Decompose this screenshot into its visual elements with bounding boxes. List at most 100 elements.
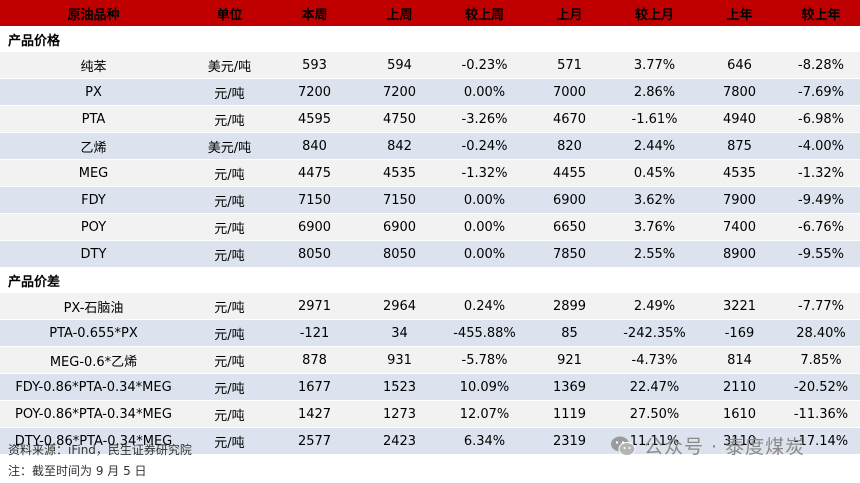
- cell-mom: 3.77%: [612, 51, 697, 79]
- cell-yoy: -11.36%: [782, 400, 860, 428]
- cell-mom: 3.62%: [612, 186, 697, 214]
- cell-name: POY: [0, 213, 187, 241]
- table-row: MEG-0.6*乙烯 元/吨 878 931 -5.78% 921 -4.73% 814 7.8…: [0, 346, 860, 374]
- cell-mom: 2.44%: [612, 132, 697, 160]
- cell-this-week: 4595: [272, 105, 357, 133]
- cell-this-week: 2577: [272, 427, 357, 455]
- cell-wow: 10.09%: [442, 373, 527, 401]
- cell-wow: -0.24%: [442, 132, 527, 160]
- cell-yoy: -8.28%: [782, 51, 860, 79]
- cell-this-week: 8050: [272, 240, 357, 268]
- cell-name: FDY: [0, 186, 187, 214]
- cell-mom: 22.47%: [612, 373, 697, 401]
- cell-this-week: 4475: [272, 159, 357, 187]
- header-last-year: 上年: [697, 0, 782, 27]
- table-row: PX 元/吨 7200 7200 0.00% 7000 2.86% 7800 -7.69%: [0, 78, 860, 106]
- table-row: FDY-0.86*PTA-0.34*MEG 元/吨 1677 1523 10.09% 13…: [0, 373, 860, 401]
- cell-wow: -0.23%: [442, 51, 527, 79]
- cell-last-week: 842: [357, 132, 442, 160]
- cell-last-week: 594: [357, 51, 442, 79]
- cell-wow: 0.24%: [442, 292, 527, 320]
- table-row: 纯苯 美元/吨 593 594 -0.23% 571 3.77% 646 -8.28%: [0, 51, 860, 79]
- cell-unit: 元/吨: [187, 346, 272, 374]
- cell-wow: 0.00%: [442, 240, 527, 268]
- header-last-month: 上月: [527, 0, 612, 27]
- cell-name: MEG: [0, 159, 187, 187]
- cell-last-year: 3221: [697, 292, 782, 320]
- cell-yoy: -6.76%: [782, 213, 860, 241]
- cell-unit: 元/吨: [187, 319, 272, 347]
- cell-unit: 元/吨: [187, 186, 272, 214]
- cell-last-year: 8900: [697, 240, 782, 268]
- header-this-week: 本周: [272, 0, 357, 27]
- cell-yoy: 28.40%: [782, 319, 860, 347]
- cell-wow: -5.78%: [442, 346, 527, 374]
- cell-yoy: 7.85%: [782, 346, 860, 374]
- cell-this-week: -121: [272, 319, 357, 347]
- cell-last-month: 571: [527, 51, 612, 79]
- cell-last-month: 1369: [527, 373, 612, 401]
- cell-last-week: 4535: [357, 159, 442, 187]
- cell-unit: 元/吨: [187, 159, 272, 187]
- cell-unit: 元/吨: [187, 105, 272, 133]
- cell-last-week: 4750: [357, 105, 442, 133]
- cell-this-week: 840: [272, 132, 357, 160]
- cell-unit: 元/吨: [187, 427, 272, 455]
- cell-mom: -4.73%: [612, 346, 697, 374]
- cell-yoy: -9.49%: [782, 186, 860, 214]
- cell-mom: 0.45%: [612, 159, 697, 187]
- cell-this-week: 2971: [272, 292, 357, 320]
- cell-wow: 6.34%: [442, 427, 527, 455]
- header-unit: 单位: [187, 0, 272, 27]
- cell-unit: 美元/吨: [187, 132, 272, 160]
- cell-last-week: 7150: [357, 186, 442, 214]
- cell-mom: -242.35%: [612, 319, 697, 347]
- cell-wow: 0.00%: [442, 213, 527, 241]
- cell-this-week: 7150: [272, 186, 357, 214]
- cell-yoy: -9.55%: [782, 240, 860, 268]
- cell-name: 纯苯: [0, 51, 187, 79]
- cell-unit: 元/吨: [187, 78, 272, 106]
- cell-name: PTA: [0, 105, 187, 133]
- cell-last-year: 646: [697, 51, 782, 79]
- cell-last-week: 2964: [357, 292, 442, 320]
- wechat-icon: [611, 436, 636, 456]
- cell-name: MEG-0.6*乙烯: [0, 346, 187, 374]
- cell-last-week: 6900: [357, 213, 442, 241]
- cell-wow: -1.32%: [442, 159, 527, 187]
- header-yoy: 较上年: [782, 0, 860, 27]
- cell-last-year: 4940: [697, 105, 782, 133]
- cell-last-month: 820: [527, 132, 612, 160]
- cell-last-month: 7000: [527, 78, 612, 106]
- source-note: 资料来源：iFind，民生证券研究院: [8, 443, 192, 457]
- cell-this-week: 1677: [272, 373, 357, 401]
- cell-mom: 2.86%: [612, 78, 697, 106]
- cell-last-year: 7900: [697, 186, 782, 214]
- cell-last-month: 1119: [527, 400, 612, 428]
- cell-last-month: 921: [527, 346, 612, 374]
- cell-unit: 元/吨: [187, 373, 272, 401]
- cell-mom: 27.50%: [612, 400, 697, 428]
- cell-last-week: 8050: [357, 240, 442, 268]
- cell-last-year: 814: [697, 346, 782, 374]
- cell-name: DTY: [0, 240, 187, 268]
- cell-last-month: 2319: [527, 427, 612, 455]
- cell-unit: 元/吨: [187, 213, 272, 241]
- date-note: 注：截至时间为 9 月 5 日: [8, 464, 147, 478]
- cell-last-week: 931: [357, 346, 442, 374]
- cell-this-week: 1427: [272, 400, 357, 428]
- cell-wow: 0.00%: [442, 78, 527, 106]
- cell-last-year: 2110: [697, 373, 782, 401]
- cell-name: FDY-0.86*PTA-0.34*MEG: [0, 373, 187, 401]
- cell-yoy: -6.98%: [782, 105, 860, 133]
- table-row: PTA-0.655*PX 元/吨 -121 34 -455.88% 85 -242.35% -…: [0, 319, 860, 347]
- cell-yoy: -20.52%: [782, 373, 860, 401]
- cell-mom: 2.55%: [612, 240, 697, 268]
- cell-name: PX-石脑油: [0, 292, 187, 320]
- cell-this-week: 6900: [272, 213, 357, 241]
- cell-last-week: 34: [357, 319, 442, 347]
- cell-last-week: 7200: [357, 78, 442, 106]
- cell-unit: 元/吨: [187, 240, 272, 268]
- cell-last-month: 6650: [527, 213, 612, 241]
- cell-this-week: 878: [272, 346, 357, 374]
